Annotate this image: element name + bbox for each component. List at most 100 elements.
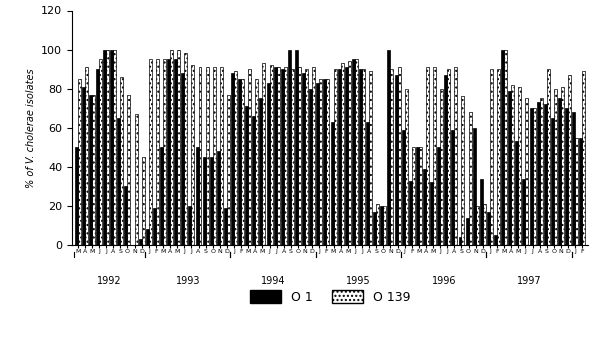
Bar — [170, 50, 173, 245]
Bar — [269, 65, 272, 245]
Bar — [539, 98, 542, 245]
Bar — [146, 229, 149, 245]
Bar — [127, 94, 130, 245]
Bar — [309, 89, 312, 245]
Bar — [551, 118, 554, 245]
Bar — [515, 141, 518, 245]
Bar — [106, 50, 109, 245]
Bar — [75, 147, 77, 245]
Bar — [124, 186, 127, 245]
Bar — [391, 69, 394, 245]
Bar — [398, 67, 401, 245]
Bar — [447, 69, 450, 245]
Bar — [561, 87, 564, 245]
Bar — [536, 102, 539, 245]
Bar — [118, 118, 121, 245]
Bar — [82, 87, 85, 245]
Bar — [476, 206, 479, 245]
Bar — [323, 79, 326, 245]
Bar — [466, 218, 469, 245]
Bar — [203, 157, 206, 245]
Bar — [383, 206, 386, 245]
Bar — [288, 50, 291, 245]
Bar — [575, 138, 578, 245]
Bar — [92, 94, 95, 245]
Bar — [139, 239, 142, 245]
Bar — [326, 79, 329, 245]
Bar — [580, 138, 583, 245]
Bar — [103, 50, 106, 245]
Bar — [565, 108, 568, 245]
Bar — [156, 60, 159, 245]
Bar — [508, 91, 511, 245]
Bar — [196, 147, 199, 245]
Bar — [174, 60, 177, 245]
Bar — [423, 169, 426, 245]
Bar — [184, 54, 187, 245]
Bar — [160, 147, 163, 245]
Bar — [191, 65, 194, 245]
Text: 1995: 1995 — [346, 275, 371, 286]
Bar — [312, 67, 315, 245]
Bar — [298, 67, 301, 245]
Bar — [99, 60, 102, 245]
Bar — [338, 69, 341, 245]
Bar — [440, 89, 443, 245]
Bar — [526, 98, 529, 245]
Bar — [362, 69, 365, 245]
Bar — [295, 50, 298, 245]
Text: 1994: 1994 — [261, 275, 286, 286]
Bar — [262, 63, 265, 245]
Bar — [533, 108, 536, 245]
Bar — [110, 50, 113, 245]
Bar — [409, 181, 412, 245]
Bar — [395, 75, 398, 245]
Bar — [544, 104, 547, 245]
Bar — [113, 50, 116, 245]
Bar — [291, 69, 294, 245]
Bar — [199, 67, 202, 245]
Bar — [483, 204, 486, 245]
Bar — [134, 114, 137, 245]
Bar — [206, 67, 209, 245]
Bar — [220, 67, 223, 245]
Bar — [188, 206, 191, 245]
Bar — [504, 50, 507, 245]
Bar — [238, 79, 241, 245]
Bar — [487, 212, 490, 245]
Bar — [163, 60, 166, 245]
Bar — [454, 67, 457, 245]
Bar — [494, 235, 497, 245]
Bar — [96, 69, 99, 245]
Bar — [241, 79, 244, 245]
Bar — [461, 97, 464, 245]
Bar — [210, 157, 213, 245]
Bar — [352, 60, 355, 245]
Bar — [334, 69, 337, 245]
Bar — [366, 122, 369, 245]
Bar — [380, 206, 383, 245]
Bar — [558, 98, 561, 245]
Bar — [547, 69, 550, 245]
Bar — [490, 69, 493, 245]
Bar — [224, 208, 227, 245]
Bar — [274, 67, 277, 245]
Bar — [234, 71, 237, 245]
Bar — [277, 67, 280, 245]
Bar — [245, 106, 248, 245]
Bar — [401, 130, 404, 245]
Bar — [480, 178, 483, 245]
Bar — [388, 50, 391, 245]
Bar — [345, 67, 348, 245]
Bar — [554, 89, 557, 245]
Bar — [419, 147, 422, 245]
Bar — [444, 75, 447, 245]
Bar — [376, 204, 379, 245]
Bar — [305, 69, 308, 245]
Bar — [319, 79, 322, 245]
Bar — [259, 98, 262, 245]
Bar — [369, 71, 372, 245]
Bar — [430, 182, 433, 245]
Bar — [572, 112, 575, 245]
Bar — [426, 67, 429, 245]
